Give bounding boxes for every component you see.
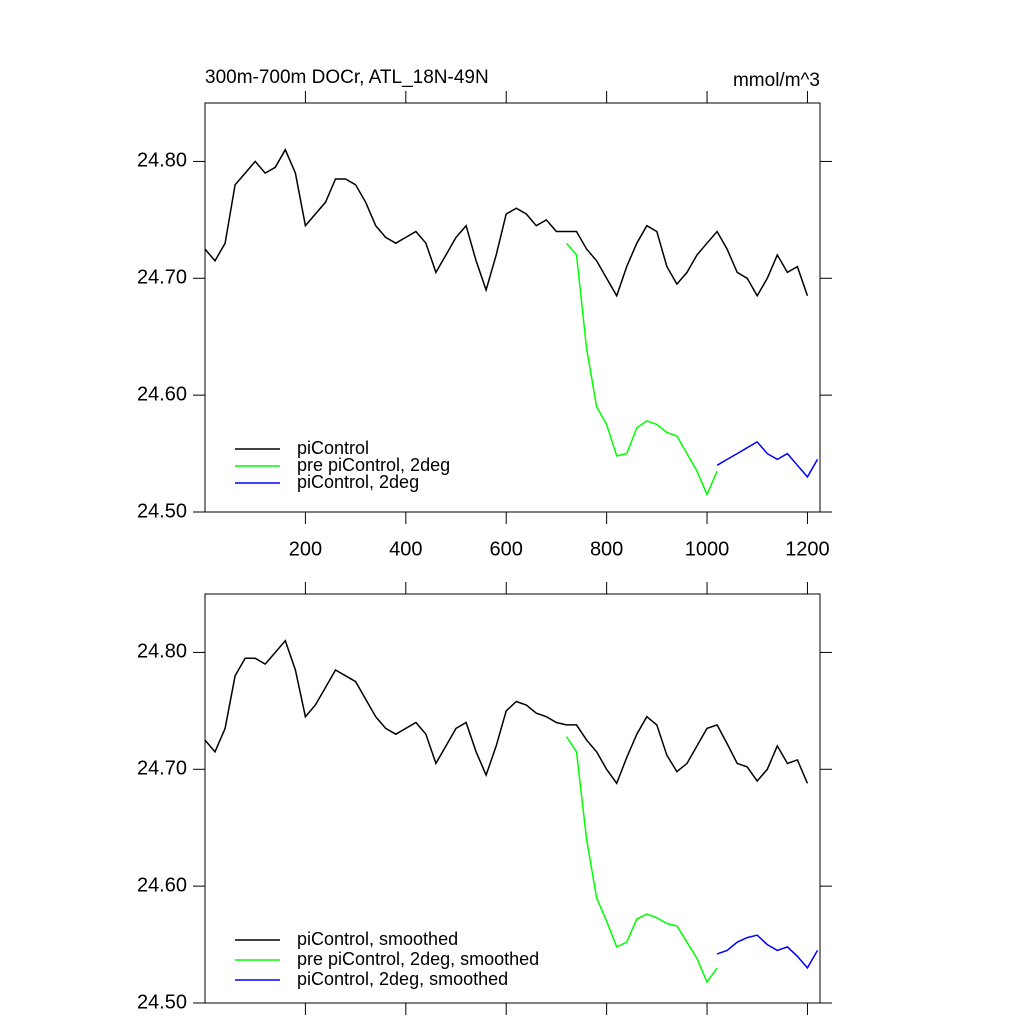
x-tick-label: 800 [590,538,623,560]
x-tick-label: 200 [289,538,322,560]
data-line [204,148,809,298]
x-tick-label: 400 [389,538,422,560]
data-line [716,934,819,970]
y-tick-label: 24.50 [137,500,187,522]
y-tick-label: 24.70 [137,267,187,289]
x-tick-label: 1200 [785,538,830,560]
y-tick-label: 24.70 [137,758,187,780]
plot-frame [204,102,821,513]
legend-label: piControl, smoothed [297,929,458,949]
y-tick-label: 24.60 [137,874,187,896]
x-tick-label: 600 [490,538,523,560]
data-line [565,242,718,497]
y-tick-label: 24.80 [137,641,187,663]
plot-frame [204,593,821,1004]
legend-label: piControl [297,438,369,458]
data-line [204,639,809,785]
legend-label: piControl, 2deg, smoothed [297,969,508,989]
y-tick-label: 24.80 [137,150,187,172]
legend-label: pre piControl, 2deg, smoothed [297,949,539,969]
legend-label: piControl, 2deg [297,472,419,492]
x-tick-label: 1000 [685,538,730,560]
data-line [716,440,819,479]
chart-title: 300m-700m DOCr, ATL_18N-49N [205,67,489,88]
legend-label: pre piControl, 2deg [297,455,450,475]
y-tick-label: 24.60 [137,383,187,405]
units-label: mmol/m^3 [733,70,820,91]
y-tick-label: 24.50 [137,991,187,1013]
data-line [565,736,718,984]
